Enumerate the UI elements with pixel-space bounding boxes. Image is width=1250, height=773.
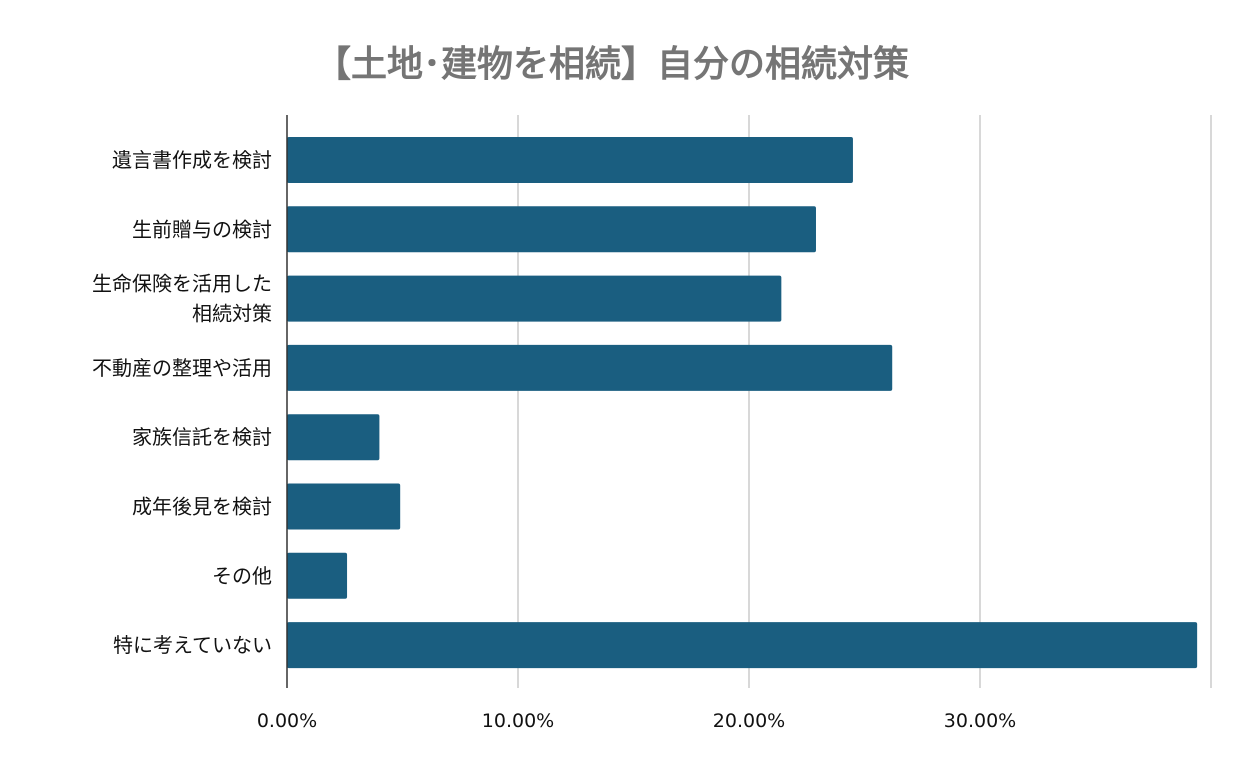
gridlines — [517, 115, 1212, 688]
bars — [287, 137, 1198, 669]
bar-1 — [287, 206, 816, 253]
bar-4 — [287, 414, 380, 461]
bar-3 — [287, 344, 893, 391]
x-tick-label-2: 20.00% — [713, 710, 785, 732]
bar-7 — [287, 622, 1198, 669]
category-label-4: 家族信託を検討 — [132, 425, 272, 449]
bar-2 — [287, 275, 782, 322]
category-label-3: 不動産の整理や活用 — [92, 356, 272, 380]
bar-5 — [287, 483, 401, 530]
category-label-2-line-1: 相続対策 — [192, 302, 272, 326]
category-labels: 遺言書作成を検討生前贈与の検討生命保険を活用した相続対策不動産の整理や活用家族信… — [92, 148, 272, 657]
bar-6 — [287, 552, 348, 599]
chart-title: 【土地･建物を相続】自分の相続対策 — [315, 44, 909, 85]
category-label-7: 特に考えていない — [113, 633, 272, 657]
category-label-6: その他 — [212, 564, 272, 588]
category-label-1: 生前贈与の検討 — [132, 217, 272, 241]
category-label-0: 遺言書作成を検討 — [112, 148, 272, 172]
x-tick-label-3: 30.00% — [944, 710, 1016, 732]
x-axis-tick-labels: 0.00% 10.00% 20.00% 30.00% — [257, 710, 1016, 732]
bar-0 — [287, 137, 853, 183]
x-tick-label-1: 10.00% — [482, 710, 554, 732]
x-tick-label-0: 0.00% — [257, 710, 317, 732]
category-label-5: 成年後見を検討 — [132, 495, 272, 519]
category-label-2-line-0: 生命保険を活用した — [92, 272, 272, 296]
